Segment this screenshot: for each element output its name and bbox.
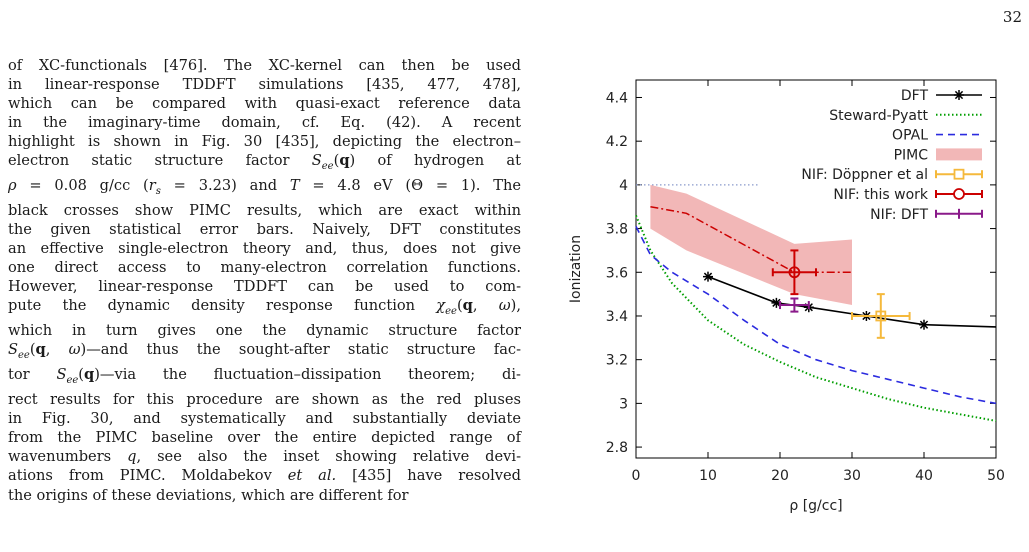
body-text-line: in Fig. 30, and systematically and subst…	[8, 410, 521, 428]
dft-line	[707, 275, 997, 328]
legend-entry: DFT	[901, 88, 982, 104]
body-text: of XC-functionals [476]. The XC-kernel c…	[8, 56, 521, 505]
body-text-line: one direct access to many-electron corre…	[8, 259, 521, 277]
dft-point	[772, 298, 781, 307]
legend-label: NIF: this work	[833, 187, 929, 203]
body-text-line: See(q, ω)—and thus the sought-after stat…	[8, 341, 522, 362]
body-text-line: highlight is shown in Fig. 30 [435], dep…	[8, 133, 521, 151]
y-tick-label: 3.6	[606, 265, 628, 281]
legend-entry: OPAL	[892, 128, 982, 144]
legend-label: DFT	[901, 88, 929, 104]
legend-entry: NIF: Döppner et al	[801, 167, 983, 183]
body-text-line: which in turn gives one the dynamic stru…	[8, 322, 521, 340]
y-tick-label: 3	[619, 396, 628, 412]
y-tick-label: 4	[619, 178, 628, 194]
pimc-band	[650, 184, 852, 306]
body-text-line: ρ = 0.08 g/cc (rs = 3.23) and T = 4.8 eV…	[8, 177, 522, 198]
body-text-line: in the imaginary-time domain, cf. Eq. (4…	[8, 114, 521, 132]
body-text-line: from the PIMC baseline over the entire d…	[8, 429, 521, 447]
legend-entry: Steward-Pyatt	[829, 108, 982, 124]
y-tick-label: 3.2	[606, 353, 628, 369]
y-tick-label: 2.8	[606, 440, 628, 456]
legend-marker	[953, 188, 965, 200]
dft-point	[919, 320, 929, 329]
legend-entry: NIF: DFT	[870, 207, 983, 223]
ionization-figure: 2.8 3 3.2 3.4 3.6 3.8 4 4.2 4.4 0 10 20 30 40 50 ρ [g/c…	[548, 70, 1018, 544]
y-axis-label: Ionization	[568, 235, 584, 303]
legend-marker	[953, 168, 965, 180]
body-text-line: However, linear-response TDDFT can be us…	[8, 278, 521, 296]
body-text-line: ations from PIMC. Moldabekov et al. [435…	[8, 467, 522, 485]
x-tick-label: 20	[771, 468, 789, 484]
legend-label: NIF: DFT	[870, 207, 928, 223]
y-tick-label: 4.2	[606, 134, 628, 150]
chart-legend: DFT Steward-Pyatt OPAL PIMC NIF: Döppner et …	[801, 88, 983, 223]
x-axis-label: ρ [g/cc]	[789, 498, 842, 514]
dft-point	[703, 272, 713, 281]
body-text-line: electron static structure factor See(q) …	[8, 152, 521, 173]
body-text-line: pute the dynamic density response functi…	[8, 297, 521, 318]
body-text-line: the given statistical error bars. Naivel…	[8, 221, 521, 239]
page-number: 32	[1002, 8, 1022, 26]
body-text-line: an effective single-electron theory and,…	[8, 240, 521, 258]
x-tick-label: 50	[987, 468, 1005, 484]
ionization-chart: 2.8 3 3.2 3.4 3.6 3.8 4 4.2 4.4 0 10 20 30 40 50 ρ [g/c…	[568, 79, 1005, 514]
body-text-line: of XC-functionals [476]. The XC-kernel c…	[8, 57, 521, 74]
legend-label: PIMC	[894, 147, 929, 163]
body-text-line: which can be compared with quasi-exact r…	[8, 95, 521, 113]
body-text-line: the origins of these deviations, which a…	[8, 486, 409, 504]
body-text-line: black crosses show PIMC results, which a…	[8, 202, 521, 220]
opal-line	[635, 226, 997, 405]
body-text-line: wavenumbers q, see also the inset showin…	[8, 448, 522, 466]
nif-doppner-point-marker	[875, 310, 887, 322]
y-tick-label: 3.8	[606, 222, 628, 238]
legend-label: Steward-Pyatt	[829, 108, 928, 124]
legend-label: OPAL	[892, 128, 928, 144]
x-tick-label: 30	[843, 468, 861, 484]
body-text-line: rect results for this procedure are show…	[8, 391, 521, 409]
legend-marker	[954, 90, 964, 100]
x-tick-label: 40	[915, 468, 933, 484]
legend-label: NIF: Döppner et al	[801, 167, 928, 183]
legend-entry: PIMC	[894, 147, 982, 163]
x-tick-label: 0	[632, 468, 641, 484]
pimc-line	[650, 205, 852, 274]
body-text-line: in linear-response TDDFT simulations [43…	[8, 76, 521, 94]
plot-frame	[635, 79, 997, 459]
y-tick-label: 4.4	[606, 90, 628, 106]
legend-entry: NIF: this work	[833, 187, 983, 203]
legend-sample	[936, 148, 982, 161]
body-text-line: tor See(q)—via the fluctuation–dissipati…	[8, 366, 521, 387]
nif-this-work-point-marker	[788, 266, 801, 279]
y-tick-label: 3.4	[606, 309, 628, 325]
x-tick-label: 10	[699, 468, 717, 484]
